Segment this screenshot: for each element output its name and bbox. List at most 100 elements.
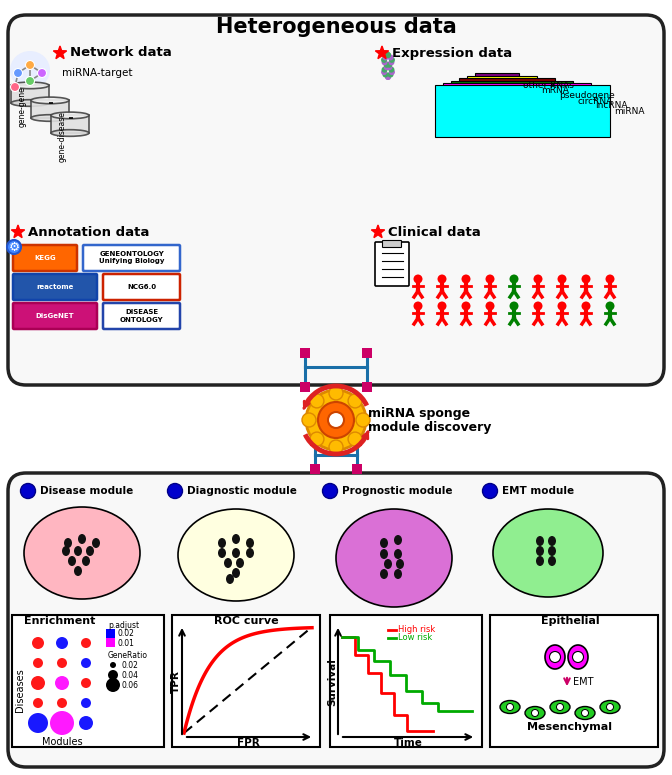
Ellipse shape bbox=[232, 548, 240, 558]
FancyBboxPatch shape bbox=[13, 303, 97, 329]
Circle shape bbox=[388, 67, 394, 73]
Ellipse shape bbox=[51, 112, 89, 119]
Circle shape bbox=[581, 301, 591, 311]
Text: module discovery: module discovery bbox=[368, 421, 491, 433]
Circle shape bbox=[106, 678, 120, 692]
Circle shape bbox=[302, 413, 316, 427]
FancyBboxPatch shape bbox=[459, 78, 555, 113]
Circle shape bbox=[21, 484, 36, 498]
Circle shape bbox=[328, 412, 344, 428]
Circle shape bbox=[13, 68, 22, 78]
Circle shape bbox=[306, 390, 366, 450]
Ellipse shape bbox=[68, 556, 76, 566]
Bar bbox=[51, 115, 89, 133]
Text: miRNA sponge: miRNA sponge bbox=[368, 407, 470, 419]
Circle shape bbox=[26, 77, 34, 85]
Text: gene-gene: gene-gene bbox=[17, 87, 26, 127]
FancyBboxPatch shape bbox=[106, 638, 115, 647]
Circle shape bbox=[509, 301, 519, 311]
Circle shape bbox=[381, 69, 387, 75]
Text: Mesenchymal: Mesenchymal bbox=[528, 722, 612, 732]
Circle shape bbox=[33, 658, 43, 668]
Circle shape bbox=[38, 68, 46, 78]
Circle shape bbox=[57, 658, 67, 668]
Circle shape bbox=[7, 240, 21, 254]
Ellipse shape bbox=[232, 568, 240, 578]
Text: 0.02: 0.02 bbox=[118, 629, 135, 639]
Text: p.adjust: p.adjust bbox=[108, 621, 139, 629]
Ellipse shape bbox=[396, 559, 404, 569]
Circle shape bbox=[81, 698, 91, 708]
Text: Heterogeneous data: Heterogeneous data bbox=[216, 17, 456, 37]
Text: Diagnostic module: Diagnostic module bbox=[187, 486, 297, 496]
Circle shape bbox=[388, 71, 394, 78]
Text: circRNA: circRNA bbox=[577, 97, 612, 105]
Text: GENEONTOLOGY
Unifying Biology: GENEONTOLOGY Unifying Biology bbox=[99, 252, 164, 264]
Ellipse shape bbox=[246, 538, 254, 548]
Circle shape bbox=[381, 57, 387, 63]
Circle shape bbox=[389, 69, 395, 75]
Circle shape bbox=[28, 713, 48, 733]
Ellipse shape bbox=[394, 549, 402, 559]
Circle shape bbox=[437, 301, 446, 311]
Circle shape bbox=[384, 64, 390, 71]
Circle shape bbox=[50, 711, 74, 735]
Text: Enrichment: Enrichment bbox=[24, 616, 95, 626]
Ellipse shape bbox=[86, 546, 94, 556]
Text: Time: Time bbox=[394, 738, 423, 748]
Ellipse shape bbox=[568, 645, 588, 669]
Circle shape bbox=[108, 670, 118, 680]
Ellipse shape bbox=[394, 535, 402, 545]
Text: other RNAs: other RNAs bbox=[523, 81, 574, 89]
FancyBboxPatch shape bbox=[13, 245, 77, 271]
Circle shape bbox=[573, 652, 583, 663]
Circle shape bbox=[31, 676, 45, 690]
FancyBboxPatch shape bbox=[13, 274, 97, 300]
FancyBboxPatch shape bbox=[300, 382, 310, 392]
Circle shape bbox=[55, 676, 69, 690]
Text: 0.06: 0.06 bbox=[122, 680, 139, 690]
Circle shape bbox=[81, 678, 91, 688]
Ellipse shape bbox=[548, 546, 556, 556]
FancyBboxPatch shape bbox=[172, 615, 320, 747]
Text: Annotation data: Annotation data bbox=[28, 226, 149, 239]
Circle shape bbox=[318, 402, 354, 438]
Circle shape bbox=[462, 301, 470, 311]
Ellipse shape bbox=[178, 509, 294, 601]
FancyBboxPatch shape bbox=[8, 15, 664, 385]
FancyBboxPatch shape bbox=[382, 240, 401, 247]
Text: Expression data: Expression data bbox=[392, 46, 512, 60]
Ellipse shape bbox=[575, 707, 595, 719]
Circle shape bbox=[605, 301, 614, 311]
FancyBboxPatch shape bbox=[103, 303, 180, 329]
Text: 0.01: 0.01 bbox=[118, 639, 135, 647]
Circle shape bbox=[581, 709, 589, 717]
Circle shape bbox=[385, 74, 391, 80]
Text: Survival: Survival bbox=[327, 658, 337, 706]
Circle shape bbox=[386, 64, 392, 71]
FancyBboxPatch shape bbox=[8, 473, 664, 767]
Circle shape bbox=[382, 54, 388, 60]
FancyBboxPatch shape bbox=[443, 83, 591, 129]
FancyBboxPatch shape bbox=[362, 348, 372, 358]
Ellipse shape bbox=[92, 538, 100, 548]
Circle shape bbox=[532, 709, 538, 717]
Ellipse shape bbox=[394, 569, 402, 579]
Ellipse shape bbox=[545, 645, 565, 669]
Circle shape bbox=[385, 52, 391, 58]
Text: 0.04: 0.04 bbox=[122, 670, 139, 680]
FancyBboxPatch shape bbox=[451, 81, 573, 121]
Circle shape bbox=[507, 704, 513, 711]
FancyBboxPatch shape bbox=[103, 274, 180, 300]
Circle shape bbox=[607, 704, 614, 711]
Circle shape bbox=[81, 638, 91, 648]
Text: ROC curve: ROC curve bbox=[214, 616, 278, 626]
FancyBboxPatch shape bbox=[435, 85, 610, 137]
Circle shape bbox=[323, 484, 337, 498]
Ellipse shape bbox=[78, 534, 86, 544]
Ellipse shape bbox=[336, 509, 452, 607]
Circle shape bbox=[509, 274, 519, 284]
FancyBboxPatch shape bbox=[352, 436, 362, 446]
Circle shape bbox=[485, 301, 495, 311]
Ellipse shape bbox=[525, 707, 545, 719]
